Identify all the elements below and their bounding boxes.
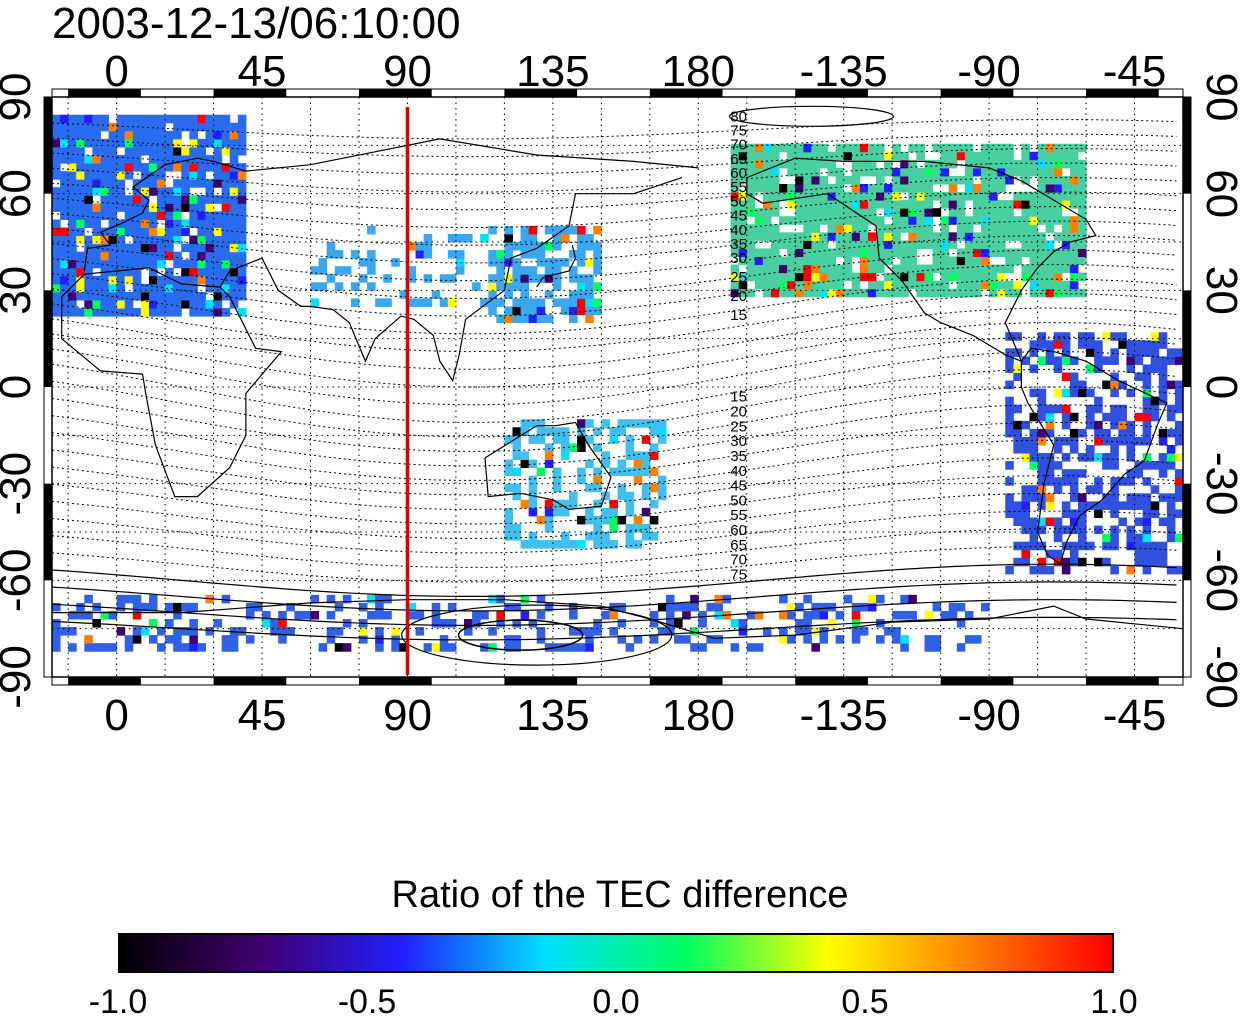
left-lat-tick-label: -90: [0, 645, 40, 709]
axis-labels: 0 45 90 135 180 -135 -90 -450 45 90 135 180 -135 -90-…: [0, 47, 1240, 740]
colorbar-tick-label: 0.5: [841, 983, 889, 1021]
right-lat-tick-label: -30: [1197, 452, 1240, 516]
contour-label: 35: [730, 448, 747, 465]
map-frame: [43, 88, 1192, 686]
contour-label: 30: [730, 250, 747, 267]
left-lat-tick-label: -60: [0, 549, 40, 613]
contour-label: 60: [730, 165, 747, 182]
left-lat-tick-label: 90: [0, 73, 40, 122]
contour-label: 20: [730, 288, 747, 305]
contour-label: 65: [730, 537, 747, 554]
contour-label: 20: [730, 403, 747, 420]
left-lat-tick-label: 0: [0, 375, 40, 399]
contour-label: 50: [730, 193, 747, 210]
bottom-lon-tick-label: -135: [800, 691, 888, 740]
colorbar-tick-label: -1.0: [88, 983, 148, 1021]
left-lat-tick-label: -30: [0, 452, 40, 516]
contour-label: 35: [730, 236, 747, 253]
top-lon-tick-label: 180: [662, 47, 735, 96]
contour-label: 50: [730, 492, 747, 509]
colorbar-title: Ratio of the TEC difference: [391, 874, 849, 916]
contour-label: 40: [730, 222, 747, 239]
contour-label: 70: [730, 137, 747, 154]
top-lon-tick-label: 0: [104, 47, 128, 96]
right-lat-tick-label: 0: [1197, 375, 1240, 399]
right-lat-tick-label: 30: [1197, 266, 1240, 315]
contour-label: 25: [730, 269, 747, 286]
bottom-lon-tick-label: -90: [957, 691, 1021, 740]
top-lon-tick-label: 90: [383, 47, 432, 96]
contour-label: 30: [730, 433, 747, 450]
right-lat-tick-label: -90: [1197, 645, 1240, 709]
bottom-lon-tick-label: -45: [1103, 691, 1167, 740]
magnetic-contours: 8075706560555045403530252015152025303540…: [51, 105, 1177, 666]
contour-label: 80: [730, 108, 747, 125]
top-scale-strip: [51, 88, 1184, 98]
left-lat-tick-label: 60: [0, 169, 40, 218]
contour-label: 65: [730, 151, 747, 168]
colorbar-tick-label: 0.0: [592, 983, 640, 1021]
coastline: [1020, 347, 1168, 566]
contour-label: 55: [730, 179, 747, 196]
bottom-lon-tick-label: 90: [383, 691, 432, 740]
colorbar-tick-label: -0.5: [337, 983, 397, 1021]
bottom-scale-strip: [51, 676, 1184, 686]
coastline: [219, 177, 683, 383]
coastline: [61, 267, 283, 498]
coastline: [536, 245, 577, 288]
bottom-lon-tick-label: 45: [238, 691, 287, 740]
tec-data-layer: [52, 114, 1184, 652]
contour-label: 70: [730, 552, 747, 569]
map-title: 2003-12-13/06:10:00: [52, 0, 461, 48]
colorbar: [118, 933, 1114, 973]
bottom-lon-tick-label: 0: [104, 691, 128, 740]
top-lon-tick-label: -90: [957, 47, 1021, 96]
coastline: [52, 599, 1184, 639]
top-lon-tick-label: -45: [1103, 47, 1167, 96]
tec-map: 8075706560555045403530252015152025303540…: [0, 47, 1240, 740]
right-lat-tick-label: 60: [1197, 169, 1240, 218]
coastline: [746, 157, 1097, 363]
top-lon-tick-label: -135: [800, 47, 888, 96]
contour-label: 15: [730, 307, 747, 324]
contour-label: 25: [730, 418, 747, 435]
coastlines: [52, 138, 1184, 639]
coastline: [83, 138, 699, 272]
contour-label: 75: [730, 123, 747, 140]
contour-label: 60: [730, 522, 747, 539]
top-lon-tick-label: 45: [238, 47, 287, 96]
top-lon-tick-label: 135: [516, 47, 589, 96]
contour-label: 45: [730, 478, 747, 495]
right-lat-tick-label: 90: [1197, 73, 1240, 122]
left-lat-tick-label: 30: [0, 266, 40, 315]
contour-label: 75: [730, 567, 747, 584]
contour-label: 40: [730, 463, 747, 480]
contour-label: 15: [730, 389, 747, 406]
contour-label: 45: [730, 208, 747, 225]
right-lat-tick-label: -60: [1197, 549, 1240, 613]
bottom-lon-tick-label: 180: [662, 691, 735, 740]
graticule: [52, 97, 1184, 677]
colorbar-tick-label: 1.0: [1090, 983, 1138, 1021]
bottom-lon-tick-label: 135: [516, 691, 589, 740]
coastline: [484, 421, 612, 511]
contour-label: 55: [730, 507, 747, 524]
